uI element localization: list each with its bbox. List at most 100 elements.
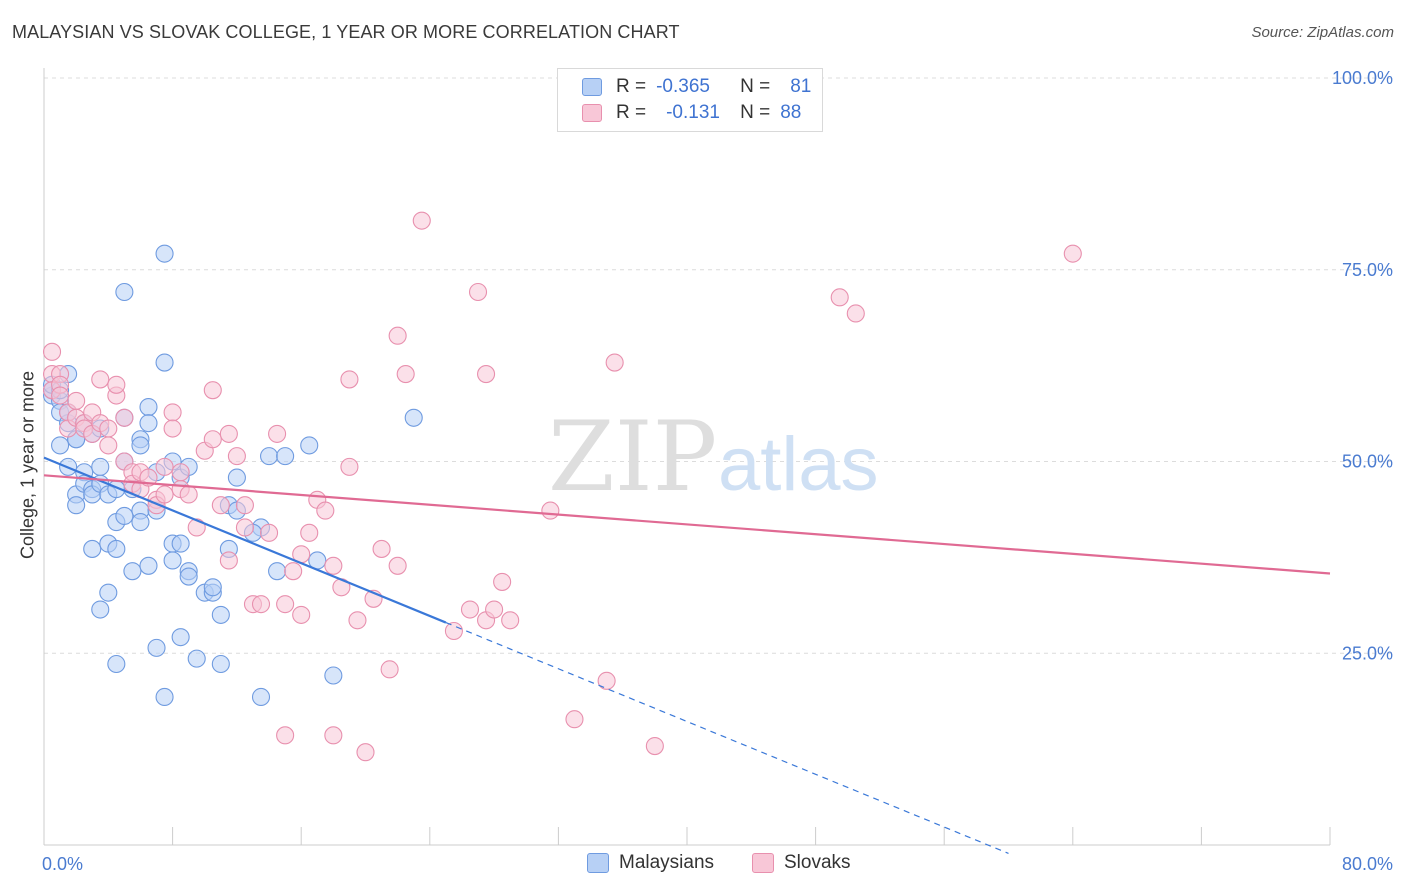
malaysians-points bbox=[42, 244, 423, 707]
slovak-point bbox=[830, 288, 849, 307]
malaysian-point bbox=[276, 447, 295, 466]
malaysian-point bbox=[139, 556, 158, 575]
slovak-point bbox=[348, 611, 367, 630]
slovak-point bbox=[300, 523, 319, 542]
slovak-point bbox=[284, 562, 303, 581]
slovak-point bbox=[1063, 244, 1082, 263]
slovak-point bbox=[171, 463, 190, 482]
correlation-legend: R = -0.365 N = 81 R = -0.131 N = 88 bbox=[557, 68, 823, 132]
slovak-point bbox=[444, 621, 463, 641]
legend-r-value: -0.365 bbox=[656, 76, 710, 97]
slovak-point bbox=[115, 408, 134, 427]
slovak-point bbox=[99, 436, 118, 455]
slovak-point bbox=[163, 419, 182, 438]
legend-n-value: 88 bbox=[780, 102, 802, 123]
slovak-point bbox=[468, 282, 488, 302]
slovak-point bbox=[324, 726, 343, 745]
slovaks-legend-swatch bbox=[752, 853, 774, 873]
legend-n-value: 81 bbox=[790, 76, 812, 97]
slovak-point bbox=[605, 353, 624, 372]
slovak-point bbox=[179, 485, 198, 504]
chart-title: MALAYSIAN VS SLOVAK COLLEGE, 1 YEAR OR M… bbox=[12, 22, 680, 42]
slovaks-trend-line bbox=[43, 474, 1331, 575]
slovak-point bbox=[541, 501, 560, 520]
watermark: ZIP atlas bbox=[548, 401, 879, 513]
slovak-point bbox=[155, 457, 174, 476]
x-tick-label-max: 80.0% bbox=[1342, 854, 1393, 874]
malaysian-point bbox=[171, 628, 190, 647]
x-tick-label-min: 0.0% bbox=[42, 854, 83, 874]
slovak-point bbox=[67, 391, 86, 410]
slovak-point bbox=[388, 326, 407, 345]
gridlines bbox=[44, 77, 1392, 654]
slovak-point bbox=[292, 605, 311, 624]
slovak-point bbox=[380, 660, 399, 679]
slovak-point bbox=[276, 595, 295, 614]
malaysian-point bbox=[300, 436, 319, 455]
slovak-point bbox=[219, 551, 238, 570]
malaysian-point bbox=[324, 666, 343, 685]
malaysian-point bbox=[203, 578, 222, 597]
malaysian-point bbox=[147, 638, 166, 657]
malaysian-point bbox=[99, 583, 118, 602]
slovak-point bbox=[501, 611, 520, 630]
legend-row-slovaks: R = -0.131 N = 88 bbox=[582, 101, 801, 125]
tick-labels: 25.0% 50.0% 75.0% 100.0% 0.0% 80.0% bbox=[42, 68, 1393, 874]
slovak-point bbox=[340, 370, 359, 389]
slovak-point bbox=[42, 342, 62, 361]
malaysians-swatch bbox=[582, 78, 602, 96]
malaysian-point bbox=[107, 539, 126, 558]
slovak-point bbox=[155, 485, 174, 504]
malaysians-trend-extension bbox=[445, 622, 1009, 854]
malaysian-point bbox=[163, 551, 182, 570]
slovak-point bbox=[356, 743, 375, 762]
y-tick-label: 25.0% bbox=[1342, 643, 1393, 663]
slovak-point bbox=[645, 737, 664, 756]
malaysians-legend-swatch bbox=[587, 853, 609, 873]
y-tick-label: 75.0% bbox=[1342, 260, 1393, 280]
slovak-point bbox=[203, 381, 222, 400]
slovak-point bbox=[235, 496, 254, 515]
slovak-point bbox=[203, 430, 222, 449]
malaysian-point bbox=[251, 687, 271, 707]
legend-r-label: R = bbox=[616, 102, 647, 123]
y-tick-label: 50.0% bbox=[1342, 452, 1393, 472]
slovak-point bbox=[276, 726, 295, 745]
slovak-point bbox=[91, 370, 110, 389]
legend-n-label: N = bbox=[740, 76, 771, 97]
malaysian-point bbox=[131, 436, 150, 455]
slovak-point bbox=[493, 572, 512, 591]
slovak-point bbox=[219, 424, 238, 443]
malaysian-point bbox=[187, 649, 206, 668]
malaysian-point bbox=[51, 436, 70, 455]
slovak-point bbox=[251, 595, 271, 614]
malaysian-point bbox=[155, 353, 174, 372]
malaysian-point bbox=[171, 534, 190, 553]
slovak-point bbox=[268, 424, 287, 443]
malaysian-point bbox=[211, 605, 230, 624]
legend-item-slovaks[interactable]: Slovaks bbox=[752, 852, 851, 874]
slovak-point bbox=[163, 403, 182, 422]
slovak-point bbox=[324, 556, 343, 575]
slovak-point bbox=[388, 556, 407, 575]
y-tick-label: 100.0% bbox=[1332, 68, 1393, 88]
slovak-point bbox=[235, 518, 254, 537]
legend-n-label: N = bbox=[740, 102, 771, 123]
malaysian-point bbox=[259, 447, 279, 466]
malaysian-point bbox=[115, 506, 134, 526]
slovak-point bbox=[316, 501, 335, 520]
slovak-point bbox=[211, 496, 230, 515]
source-credit[interactable]: Source: ZipAtlas.com bbox=[1251, 24, 1394, 41]
malaysian-point bbox=[123, 562, 142, 581]
slovak-point bbox=[412, 211, 431, 230]
legend-item-malaysians[interactable]: Malaysians bbox=[587, 852, 714, 874]
slovak-point bbox=[99, 419, 118, 438]
watermark-atlas: atlas bbox=[718, 422, 879, 507]
malaysian-point bbox=[268, 562, 287, 581]
slovak-point bbox=[340, 457, 359, 476]
slovak-point bbox=[460, 600, 480, 619]
slovak-point bbox=[477, 365, 496, 384]
slovaks-swatch bbox=[582, 104, 602, 122]
malaysian-point bbox=[155, 244, 174, 263]
